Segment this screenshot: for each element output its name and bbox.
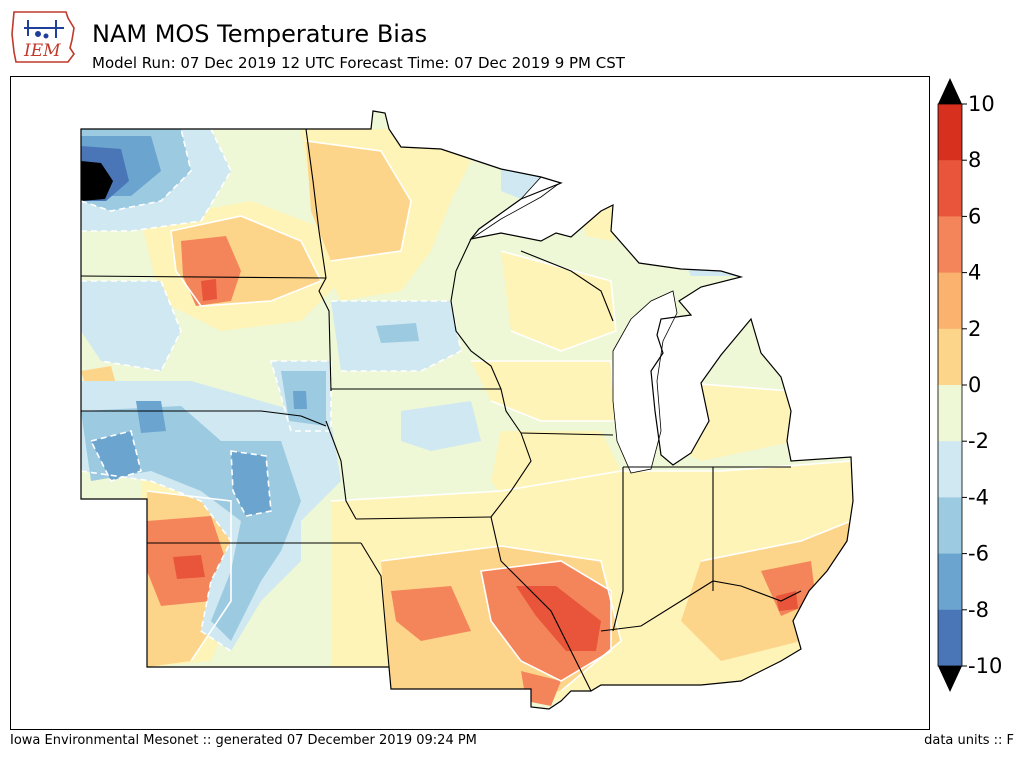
colorbar-ticks: 10 8 6 4 2 0 -2 -4 -6 -8 -10	[962, 92, 1002, 678]
colorbar-bin	[938, 609, 962, 667]
colorbar-tick-label: 8	[968, 148, 981, 172]
footer-units: data units :: F	[924, 733, 1014, 748]
iem-logo: IEM	[11, 11, 75, 63]
contour-line-negative	[230, 450, 272, 517]
state-borders	[80, 128, 802, 692]
bias-contour-lines-negative	[81, 128, 462, 652]
map-title: NAM MOS Temperature Bias	[92, 20, 428, 48]
logo-text: IEM	[23, 41, 61, 61]
bias-region-2-4	[306, 141, 411, 261]
bias-region-0-2	[491, 431, 621, 521]
bias-region-4-6	[181, 236, 241, 306]
colorbar-under-arrow	[938, 666, 962, 692]
contour-line-negative	[81, 128, 232, 232]
border-wi-il	[520, 432, 614, 436]
colorbar-bin	[938, 160, 962, 217]
contour-line-negative	[331, 300, 462, 372]
border-ohio-river	[600, 580, 802, 632]
bias-contour-fills	[81, 129, 853, 706]
colorbar-tick-label: 10	[968, 92, 995, 116]
border-nd-sd	[80, 275, 327, 279]
bias-region-6-8	[516, 586, 601, 651]
bias-region-neg8-neg6	[136, 401, 166, 433]
bias-region-0-2	[471, 361, 616, 421]
colorbar-bins	[937, 103, 963, 667]
border-il-in	[612, 467, 624, 632]
contour-line-negative	[81, 280, 182, 372]
border-mo-ks	[360, 542, 390, 668]
colorbar-tick-label: -6	[968, 542, 989, 566]
bias-region-4-6	[761, 561, 816, 616]
bias-region-6-8	[201, 279, 217, 301]
bias-region-neg2-0	[81, 281, 181, 371]
contour-line	[330, 460, 852, 502]
lake-michigan	[612, 290, 678, 474]
map-subtitle: Model Run: 07 Dec 2019 12 UTC Forecast T…	[92, 54, 625, 72]
colorbar-tick-label: -2	[968, 429, 989, 453]
border-mo-il	[490, 516, 592, 692]
colorbar-bin	[938, 497, 962, 555]
colorbar-bin	[938, 553, 962, 611]
colorbar-bin	[938, 328, 962, 386]
colorbar-bin	[938, 216, 962, 274]
contour-line	[480, 560, 612, 682]
contour-line-negative	[269, 360, 332, 432]
colorbar-tick-label: 2	[968, 317, 981, 341]
colorbar-tick-label: 6	[968, 204, 981, 228]
colorbar-tick-label: -4	[968, 485, 989, 509]
bias-region-neg8-neg6	[231, 451, 271, 516]
bias-region-4-6	[391, 586, 471, 641]
colorbar-tick-label: -10	[968, 654, 1002, 678]
border-ia-mo	[355, 516, 492, 520]
contour-line	[700, 520, 852, 562]
bias-region-6-8	[776, 591, 798, 611]
border-wi-mi-up	[520, 250, 614, 322]
map-canvas	[80, 110, 854, 710]
border-sd-ne	[81, 410, 327, 427]
footer-credit: Iowa Environmental Mesonet :: generated …	[10, 733, 477, 748]
map-panel	[10, 76, 930, 730]
colorbar-bin	[938, 441, 962, 498]
weather-instruments-icon	[24, 20, 64, 39]
colorbar: 10 8 6 4 2 0 -2 -4 -6 -8 -10	[937, 78, 1002, 692]
colorbar-over-arrow	[938, 78, 962, 104]
border-ia-west	[325, 420, 357, 520]
border-ia-il	[490, 432, 532, 518]
border-mn-wi	[450, 238, 522, 434]
colorbar-bin	[938, 272, 962, 330]
colorbar-bin	[938, 385, 962, 442]
bias-region-neg2-0	[501, 169, 541, 199]
contour-line	[500, 250, 617, 352]
colorbar-bin	[938, 104, 962, 161]
contour-line-negative	[81, 470, 232, 652]
colorbar-tick-label: 0	[968, 373, 981, 397]
bias-region-0-2	[501, 251, 616, 351]
bias-region-neg8-neg6	[91, 431, 141, 481]
region-outline	[80, 110, 854, 710]
bias-region-neg2-0	[401, 401, 481, 451]
contour-line-negative	[89, 430, 142, 482]
contour-line	[305, 140, 412, 262]
bias-region-neg8-neg6	[293, 391, 307, 409]
bias-region-below-neg10	[81, 161, 113, 201]
colorbar-tick-label: 4	[968, 261, 981, 285]
contour-line-negative	[81, 128, 192, 212]
bias-region-neg6-neg4	[376, 323, 419, 343]
bias-region-6-8	[173, 555, 205, 579]
colorbar-tick-label: -8	[968, 598, 989, 622]
border-mn-west	[305, 128, 332, 392]
